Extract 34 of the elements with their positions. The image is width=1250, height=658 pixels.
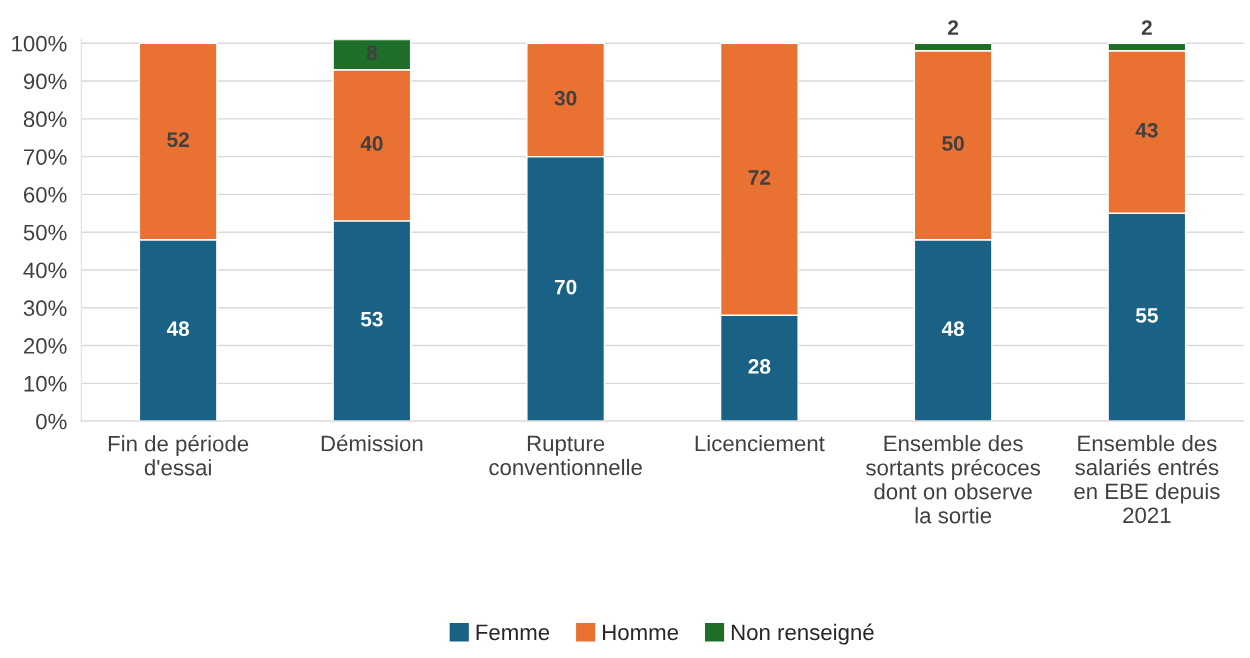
data-label: 43 <box>1135 122 1158 138</box>
y-tick-label: 90% <box>23 73 67 90</box>
y-tick-label: 80% <box>23 111 67 128</box>
y-tick-label: 70% <box>24 149 67 165</box>
y-tick-label: 30% <box>23 300 67 317</box>
data-label: 28 <box>748 359 771 374</box>
legend-label: Femme <box>476 624 550 641</box>
x-tick-label: Fin de période d'essai <box>108 435 249 476</box>
x-tick-label: Licenciement <box>695 435 825 452</box>
y-tick-label: 0% <box>36 413 67 430</box>
data-label: 48 <box>166 321 190 337</box>
y-tick-label: 100% <box>12 35 67 52</box>
data-label: 2 <box>948 20 959 35</box>
data-label: 48 <box>941 321 965 337</box>
data-label: 2 <box>1141 20 1152 35</box>
x-tick-label: Démission <box>321 434 423 452</box>
data-label: 30 <box>554 90 577 106</box>
x-tick-label: Rupture conventionnelle <box>489 435 642 476</box>
legend-label: Non renseigné <box>731 623 874 645</box>
data-label: 72 <box>748 170 771 185</box>
data-label: 55 <box>1135 308 1158 323</box>
data-label: 50 <box>942 136 964 151</box>
y-tick-label: 20% <box>24 338 67 354</box>
y-tick-label: 50% <box>23 224 67 241</box>
y-tick-label: 40% <box>23 262 67 279</box>
x-tick-label: Ensemble des salariés entrés en EBE depuis 2021 <box>1074 435 1220 524</box>
data-label: 52 <box>167 132 189 148</box>
data-label: 53 <box>360 311 383 327</box>
legend-label: Homme <box>603 624 679 641</box>
data-label: 70 <box>554 279 577 295</box>
x-tick-label: Ensemble des sortants précoces dont on observe la sortie <box>866 435 1041 524</box>
y-tick-label: 10% <box>24 375 67 392</box>
data-label: 40 <box>360 136 383 151</box>
y-tick-label: 60% <box>24 186 67 203</box>
